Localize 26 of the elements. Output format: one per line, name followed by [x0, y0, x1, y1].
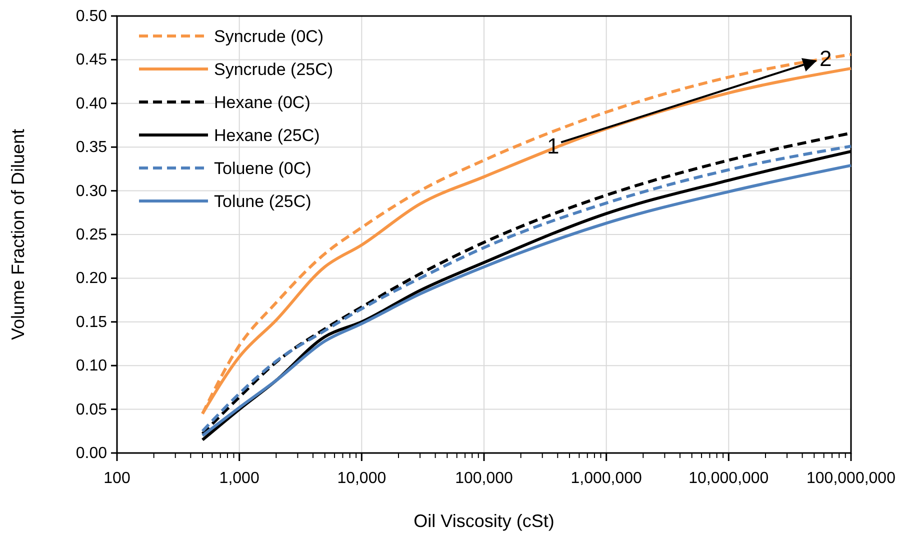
- y-tick-label: 0.45: [76, 52, 108, 69]
- y-tick-label: 0.20: [76, 270, 108, 288]
- legend-label: Tolune (25C): [214, 192, 312, 211]
- y-tick-label: 0.15: [76, 314, 108, 331]
- y-tick-label: 0.50: [76, 8, 108, 25]
- y-tick-label: 0.35: [76, 139, 108, 156]
- x-axis-title: Oil Viscosity (cSt): [414, 511, 554, 531]
- y-tick-label: 0.30: [76, 182, 108, 200]
- y-tick-label: 0.25: [76, 226, 108, 244]
- x-tick-label: 10,000,000: [688, 470, 769, 487]
- y-tick-label: 0.00: [76, 445, 108, 462]
- y-tick-label: 0.05: [76, 401, 108, 418]
- legend-label: Syncrude (25C): [214, 60, 334, 79]
- x-tick-label: 1,000,000: [570, 470, 642, 487]
- legend-label: Toluene (0C): [214, 159, 312, 178]
- x-tick-label: 1,000: [219, 470, 260, 487]
- x-tick-label: 10,000: [337, 470, 386, 487]
- legend-label: Syncrude (0C): [214, 27, 324, 46]
- legend-label: Hexane (0C): [214, 93, 310, 112]
- legend-label: Hexane (25C): [214, 126, 320, 145]
- x-tick-label: 100,000,000: [806, 470, 896, 487]
- x-tick-label: 100: [104, 470, 130, 487]
- y-tick-label: 0.10: [76, 358, 108, 375]
- x-tick-label: 100,000: [455, 470, 514, 487]
- y-axis-title: Volume Fraction of Diluent: [8, 128, 28, 340]
- y-tick-label: 0.40: [76, 95, 108, 112]
